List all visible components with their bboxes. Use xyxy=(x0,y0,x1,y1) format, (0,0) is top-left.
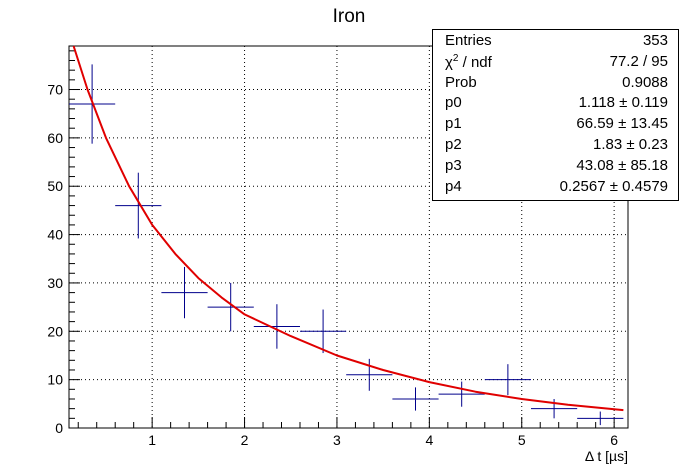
stats-row: χ2 / ndf 77.2 / 95 xyxy=(445,53,668,73)
fit-curve xyxy=(72,45,624,412)
stats-key: p0 xyxy=(445,94,462,112)
stats-key: p2 xyxy=(445,136,462,153)
stats-value: 66.59 ± 13.45 xyxy=(576,115,668,133)
stats-row: p0 1.118 ± 0.119 xyxy=(445,94,668,114)
data-point xyxy=(207,282,254,332)
stats-value: 1.118 ± 0.119 xyxy=(578,94,668,112)
data-point xyxy=(577,411,624,426)
plot-frame xyxy=(68,45,629,429)
x-tick-label: 6 xyxy=(610,432,618,448)
y-tick-label: 70 xyxy=(47,82,63,98)
data-point xyxy=(484,364,531,396)
y-tick-label: 50 xyxy=(47,178,63,194)
stats-value: 353 xyxy=(642,32,668,49)
x-tick-label: 5 xyxy=(518,432,526,448)
stats-key: Entries xyxy=(445,32,492,49)
y-tick-label: 20 xyxy=(47,323,63,339)
stats-row: p4 0.2567 ± 0.4579 xyxy=(445,178,668,198)
y-tick-label: 30 xyxy=(47,275,63,291)
data-point xyxy=(346,358,393,391)
stats-row: p3 43.08 ± 85.18 xyxy=(445,157,668,177)
stats-key: χ2 / ndf xyxy=(445,52,492,71)
stats-key: p4 xyxy=(445,177,462,195)
stats-row: p1 66.59 ± 13.45 xyxy=(445,115,668,135)
stats-box: Entries 353 χ2 / ndf 77.2 / 95 Prob 0.9088 p0 1… xyxy=(432,29,679,201)
data-point xyxy=(161,266,208,319)
stats-value: 1.83 ± 0.23 xyxy=(593,136,668,153)
stats-key: p1 xyxy=(445,115,462,133)
stats-value: 0.2567 ± 0.4579 xyxy=(559,177,668,195)
x-axis-label: Δ t [µs] xyxy=(585,448,628,464)
stats-row: Entries 353 xyxy=(445,32,668,52)
y-tick-label: 40 xyxy=(47,227,63,243)
stats-value: 43.08 ± 85.18 xyxy=(576,156,668,174)
stats-value: 77.2 / 95 xyxy=(609,52,668,70)
chart-title: Iron xyxy=(332,6,366,27)
y-tick-label: 60 xyxy=(47,130,63,146)
stats-key: Prob xyxy=(445,73,477,91)
data-point xyxy=(253,304,300,349)
stats-value: 0.9088 xyxy=(622,73,668,91)
y-tick-label: 10 xyxy=(47,372,63,388)
y-tick-label: 0 xyxy=(55,420,63,436)
x-tick-label: 4 xyxy=(425,432,433,448)
x-tick-label: 3 xyxy=(333,432,341,448)
data-point xyxy=(392,387,439,411)
stats-row: Prob 0.9088 xyxy=(445,74,668,94)
data-point xyxy=(115,172,162,239)
x-tick-label: 1 xyxy=(148,432,156,448)
stats-row: p2 1.83 ± 0.23 xyxy=(445,136,668,156)
x-tick-label: 2 xyxy=(241,432,249,448)
data-point xyxy=(299,309,347,354)
stats-key: p3 xyxy=(445,156,462,174)
fit-line xyxy=(72,45,624,412)
data-point xyxy=(438,381,485,407)
